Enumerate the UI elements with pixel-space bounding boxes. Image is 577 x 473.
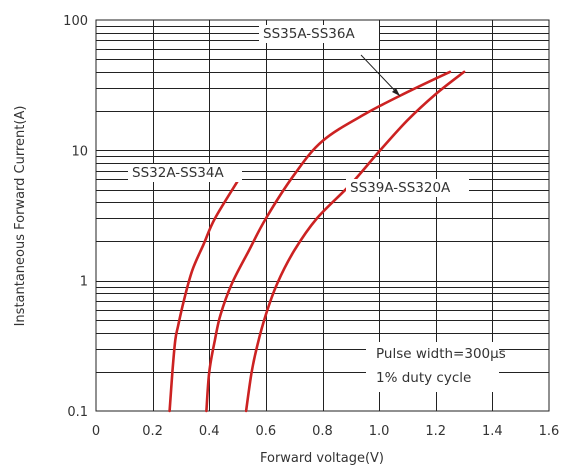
series-curve-1: [168, 179, 239, 413]
x-tick-label: 1.6: [539, 424, 560, 439]
y-tick-label: 1: [80, 275, 88, 290]
y-axis-title: Instantaneous Forward Current(A): [13, 106, 28, 327]
x-tick-label: 1.2: [425, 424, 446, 439]
x-tick-label: 0.4: [199, 424, 220, 439]
grid-lines: [96, 20, 549, 411]
x-tick-label: 0.8: [312, 424, 333, 439]
series-curve-3: [244, 70, 466, 413]
pulse-width-note: Pulse width=300μs: [376, 346, 506, 362]
series-label-box: [346, 179, 469, 197]
plot-frame: [95, 19, 550, 412]
x-tick-label: 0.6: [256, 424, 277, 439]
x-tick-label: 1.0: [369, 424, 390, 439]
annotation-box: [366, 342, 499, 392]
series-label-box: [259, 25, 379, 43]
y-tick-labels: 0.1 1 10 100: [63, 14, 88, 420]
y-tick-label: 100: [63, 14, 88, 29]
series-label: SS39A-SS320A: [350, 180, 451, 196]
series-label: SS32A-SS34A: [132, 165, 224, 181]
series-label: SS35A-SS36A: [263, 26, 355, 42]
x-tick-labels: 0 0.2 0.4 0.6 0.8 1.0 1.2 1.4 1.6: [92, 424, 559, 439]
duty-cycle-note: 1% duty cycle: [376, 370, 471, 386]
y-tick-label: 0.1: [67, 405, 88, 420]
x-tick-label: 0.2: [142, 424, 163, 439]
series-label-box: [128, 164, 242, 182]
annotation-arrowhead: [392, 88, 400, 96]
data-curves: [168, 70, 466, 413]
series-labels: SS32A-SS34A SS35A-SS36A SS39A-SS320A: [128, 25, 469, 197]
series-curve-2: [205, 70, 452, 413]
x-tick-label: 0: [92, 424, 100, 439]
y-tick-label: 10: [71, 144, 88, 159]
x-axis-title: Forward voltage(V): [260, 451, 384, 466]
annotation-arrow: [360, 54, 401, 97]
x-tick-label: 1.4: [482, 424, 503, 439]
